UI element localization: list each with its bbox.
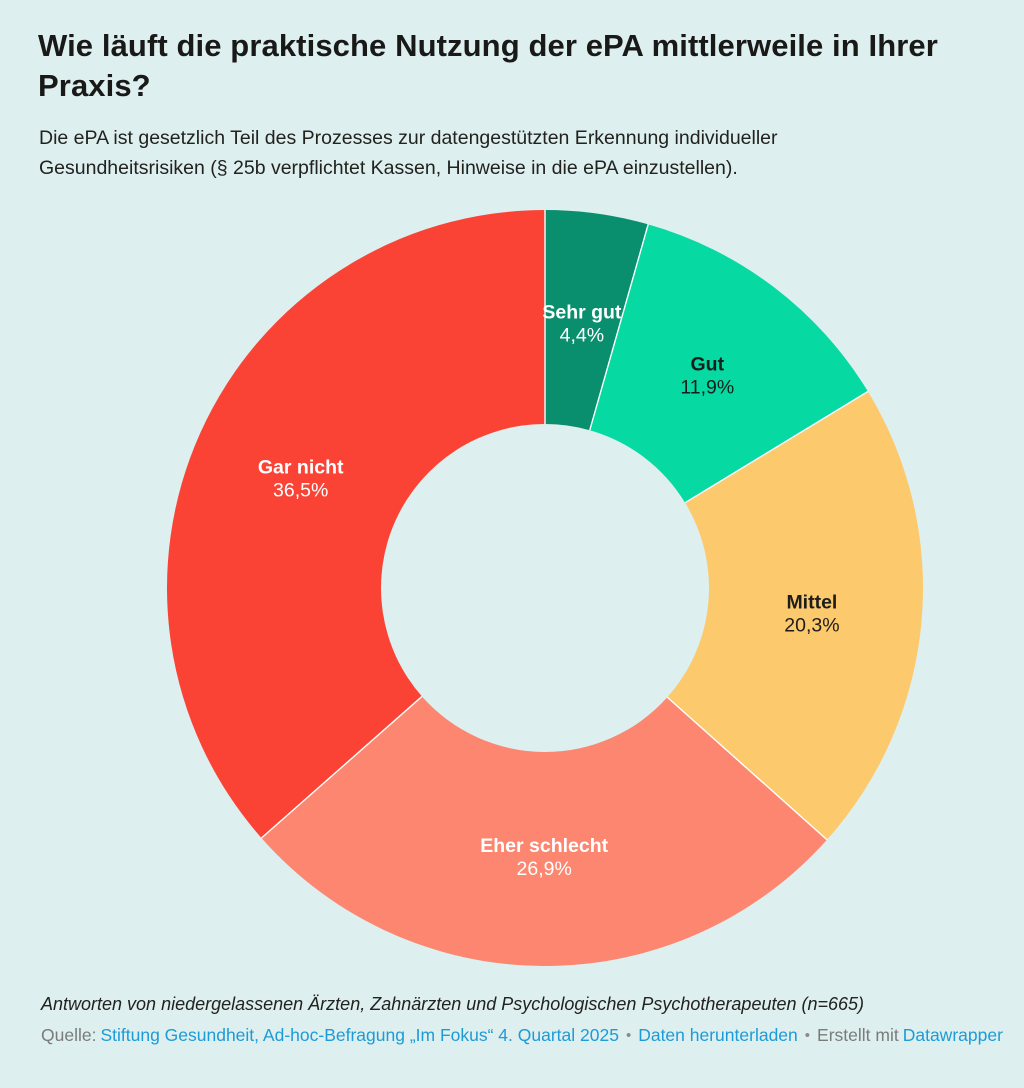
pie-slice-sehr-gut[interactable] bbox=[545, 210, 649, 431]
slice-separator bbox=[684, 390, 869, 504]
download-link[interactable]: Daten herunterladen bbox=[638, 1025, 798, 1045]
separator-dot: • bbox=[625, 1027, 632, 1044]
footnote: Antworten von niedergelassenen Ärzten, Z… bbox=[41, 994, 865, 1014]
slice-separator bbox=[666, 696, 828, 841]
slice-separator bbox=[589, 224, 649, 431]
source-label: Quelle: bbox=[41, 1025, 97, 1045]
pie-slice-gar-nicht[interactable] bbox=[166, 210, 546, 838]
source-link[interactable]: Stiftung Gesundheit, Ad-hoc-Befragung „I… bbox=[100, 1025, 619, 1045]
created-with-label: Erstellt mit bbox=[817, 1025, 899, 1045]
source-line: Quelle: Stiftung Gesundheit, Ad-hoc-Befra… bbox=[41, 1025, 1003, 1046]
separator-dot: • bbox=[804, 1027, 811, 1044]
datawrapper-link[interactable]: Datawrapper bbox=[902, 1025, 1003, 1045]
pie-slice-mittel[interactable] bbox=[667, 391, 924, 840]
chart-title: Wie läuft die praktische Nutzung der ePA… bbox=[38, 28, 938, 103]
chart-subtitle: Die ePA ist gesetzlich Teil des Prozesse… bbox=[39, 127, 778, 179]
pie-slice-eher-schlecht[interactable] bbox=[261, 696, 827, 967]
slice-separator bbox=[260, 695, 423, 839]
